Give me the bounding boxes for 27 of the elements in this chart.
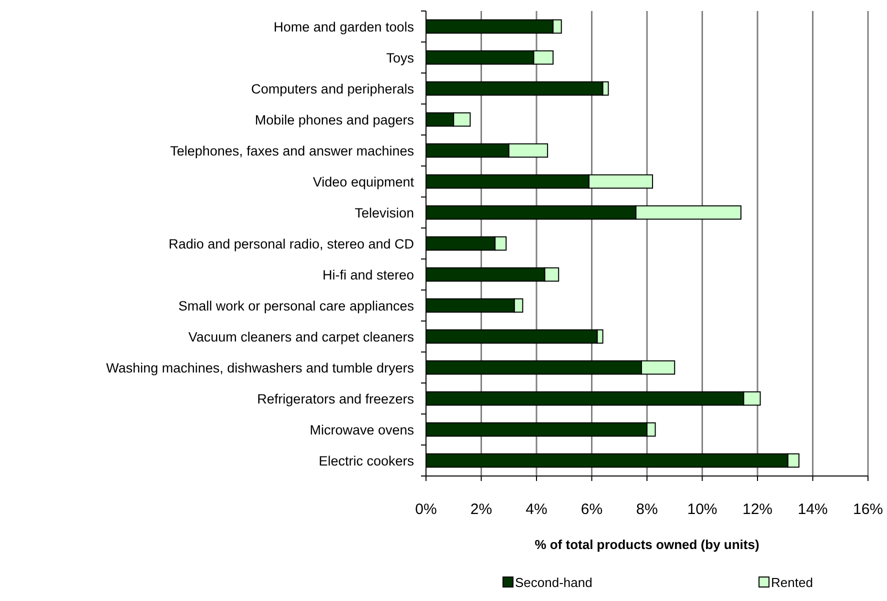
x-tick-label: 4% [526, 501, 548, 518]
y-tick-label: Mobile phones and pagers [254, 112, 414, 128]
y-tick-label: Telephones, faxes and answer machines [170, 144, 414, 158]
y-tick-label: Electric cookers [318, 454, 414, 468]
x-tick-label: 2% [470, 501, 492, 518]
x-axis-title: % of total products owned (by units) [534, 537, 760, 552]
legend-label: Rented [771, 575, 813, 590]
x-tick-label: 16% [852, 501, 884, 518]
x-tick-label: 8% [636, 501, 658, 518]
y-tick-label: Small work or personal care appliances [178, 298, 414, 314]
legend-label: Second-hand [515, 575, 592, 590]
y-tick-label: Home and garden tools [274, 20, 414, 34]
y-tick-label: Washing machines, dishwashers and tumble dryers [106, 360, 414, 376]
y-tick-label: Radio and personal radio, stereo and CD [168, 236, 414, 252]
y-tick-label: Television [354, 206, 414, 220]
x-tick-label: 6% [580, 501, 603, 518]
y-tick-label: Toys [386, 50, 414, 66]
y-tick-label: Vacuum cleaners and carpet cleaners [188, 330, 414, 344]
y-tick-label: Computers and peripherals [251, 82, 414, 96]
y-tick-label: Refrigerators and freezers [257, 392, 414, 406]
y-tick-label: Video equipment [312, 174, 414, 190]
y-tick-label: Microwave ovens [310, 422, 414, 438]
x-tick-label: 12% [742, 501, 773, 518]
x-tick-label: 10% [687, 501, 718, 518]
y-tick-label: Hi-fi and stereo [322, 268, 414, 282]
x-tick-label: 0% [415, 501, 437, 518]
x-tick-label: 14% [798, 501, 828, 518]
